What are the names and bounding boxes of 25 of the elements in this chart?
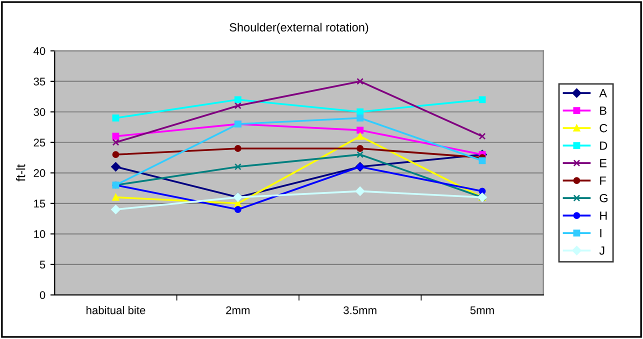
legend-label: J: [599, 246, 604, 255]
y-tick-label: 5: [40, 260, 46, 269]
legend-label: G: [600, 194, 608, 202]
y-tick-label: 10: [34, 230, 46, 238]
x-tick-label: habitual bite: [86, 306, 146, 314]
x-tick-label: 2mm: [226, 306, 250, 314]
legend-label: I: [600, 229, 602, 238]
legend-label: D: [600, 142, 608, 150]
legend-label: H: [600, 212, 607, 220]
y-tick-label: 35: [34, 78, 46, 86]
legend-label: B: [600, 106, 606, 115]
x-tick-label: 3.5mm: [344, 306, 376, 314]
legend-label: F: [600, 176, 606, 185]
y-axis-title: ft-lt: [16, 164, 26, 182]
y-tick-label: 30: [34, 108, 46, 116]
chart-title: Shoulder(external rotation): [230, 22, 368, 34]
y-tick-label: 20: [34, 169, 46, 178]
y-tick-label: 0: [40, 291, 46, 300]
legend-label: C: [600, 124, 608, 132]
y-tick-label: 15: [34, 200, 46, 208]
x-tick-label: 5mm: [470, 306, 494, 314]
y-tick-label: 40: [34, 47, 46, 55]
y-tick-label: 25: [34, 138, 46, 147]
legend-label: A: [599, 89, 607, 98]
legend-label: E: [600, 159, 607, 168]
